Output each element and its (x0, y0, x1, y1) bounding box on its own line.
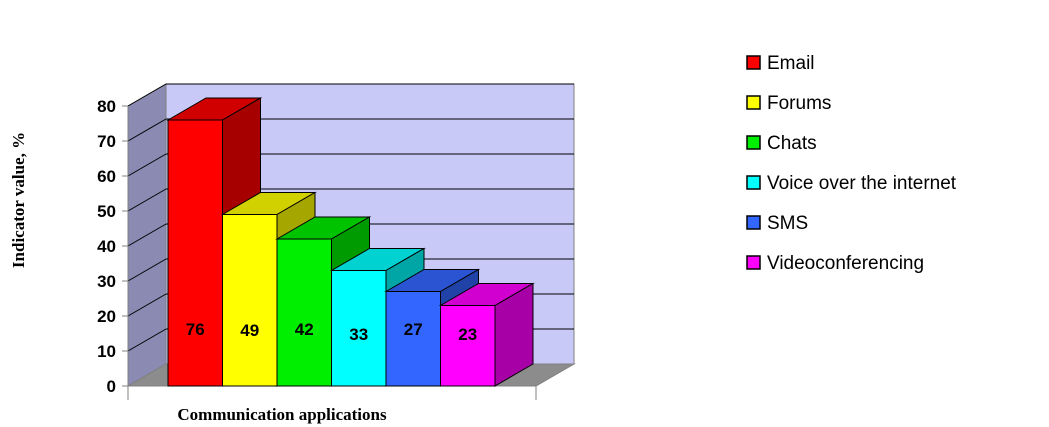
legend: Email Forums Chats Voice over the internet S… (746, 53, 957, 274)
gridline-side (127, 153, 167, 177)
axes: 0 10 20 30 40 50 60 70 80 (97, 97, 537, 400)
data-label: 33 (349, 325, 368, 344)
data-label: 27 (404, 320, 423, 339)
gridline-side (127, 118, 167, 142)
legend-swatch (746, 215, 761, 230)
data-label: 42 (295, 320, 314, 339)
gridline-side (127, 328, 167, 352)
gridline-side (127, 83, 167, 107)
y-tick-label: 0 (107, 377, 116, 396)
legend-swatch (746, 255, 761, 270)
bar-front (276, 238, 332, 387)
y-tick-label: 80 (97, 97, 116, 116)
y-axis-title: Indicator value, % (9, 132, 28, 268)
data-labels: 76 49 42 33 27 23 (186, 320, 477, 344)
data-label: 49 (240, 321, 259, 340)
legend-swatch (746, 135, 761, 150)
y-tick-label: 50 (97, 202, 116, 221)
gridline-side (127, 258, 167, 282)
legend-swatch (746, 95, 761, 110)
gridline-side (127, 223, 167, 247)
x-axis-title: Communication applications (177, 405, 387, 424)
y-tick-label: 60 (97, 167, 116, 186)
bars (166, 97, 535, 387)
gridline-side (127, 293, 167, 317)
legend-label: Email (767, 53, 815, 74)
bar-front (440, 305, 496, 387)
gridline-side (127, 188, 167, 212)
legend-label: Videoconferencing (767, 253, 924, 274)
y-tick-label: 10 (97, 342, 116, 361)
legend-label: Voice over the internet (767, 173, 957, 194)
legend-swatch (746, 175, 761, 190)
y-tick-label: 30 (97, 272, 116, 291)
legend-label: Forums (767, 93, 831, 114)
legend-label: SMS (767, 213, 808, 234)
y-tick-label: 40 (97, 237, 116, 256)
bar-front (167, 119, 223, 387)
bar-front (222, 214, 278, 387)
y-tick-label: 70 (97, 132, 116, 151)
legend-swatch (746, 55, 761, 70)
data-label: 23 (458, 325, 477, 344)
data-label: 76 (186, 320, 205, 339)
bar (438, 282, 535, 387)
bar-front (331, 270, 387, 387)
y-tick-label: 20 (97, 307, 116, 326)
legend-label: Chats (767, 133, 817, 154)
